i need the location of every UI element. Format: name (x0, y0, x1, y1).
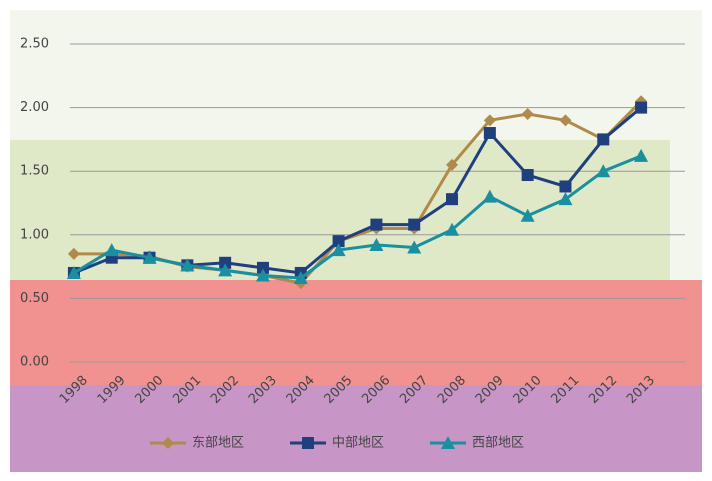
y-tick-label: 1.00 (20, 227, 49, 242)
marker (332, 235, 345, 248)
marker (446, 158, 459, 171)
marker (634, 148, 649, 162)
legend-marker (441, 436, 455, 449)
marker (142, 250, 157, 264)
marker (104, 243, 119, 257)
marker (483, 127, 496, 140)
marker (331, 243, 346, 257)
y-tick-label: 1.50 (20, 164, 49, 179)
marker (218, 263, 233, 277)
marker (407, 240, 422, 254)
marker (408, 218, 421, 231)
series-line (73, 154, 642, 280)
marker (520, 208, 535, 222)
legend-marker (302, 437, 314, 449)
marker (219, 256, 232, 269)
marker (521, 107, 534, 120)
marker (482, 189, 497, 203)
marker (67, 247, 80, 260)
marker (521, 169, 534, 182)
marker (559, 180, 572, 193)
legend-marker (162, 437, 174, 449)
y-tick-label: 2.50 (20, 37, 49, 52)
marker (255, 268, 270, 282)
marker (370, 218, 383, 231)
y-tick-label: 2.00 (20, 100, 49, 115)
legend-label: 中部地区 (332, 436, 384, 451)
band-purple (10, 385, 702, 472)
marker (483, 114, 496, 127)
marker (293, 271, 308, 285)
marker (445, 222, 460, 236)
y-tick-label: 0.50 (20, 291, 49, 306)
marker (596, 164, 611, 178)
y-tick-label: 0.00 (20, 355, 49, 370)
legend-label: 东部地区 (192, 436, 244, 451)
marker (635, 101, 648, 114)
marker (180, 258, 195, 272)
marker (558, 192, 573, 206)
marker (66, 265, 81, 279)
marker (256, 261, 269, 274)
band-red (10, 280, 702, 385)
marker (369, 237, 384, 251)
marker (597, 133, 610, 146)
marker (105, 251, 118, 264)
marker (559, 114, 572, 127)
legend-label: 西部地区 (472, 436, 524, 451)
marker (446, 193, 459, 206)
